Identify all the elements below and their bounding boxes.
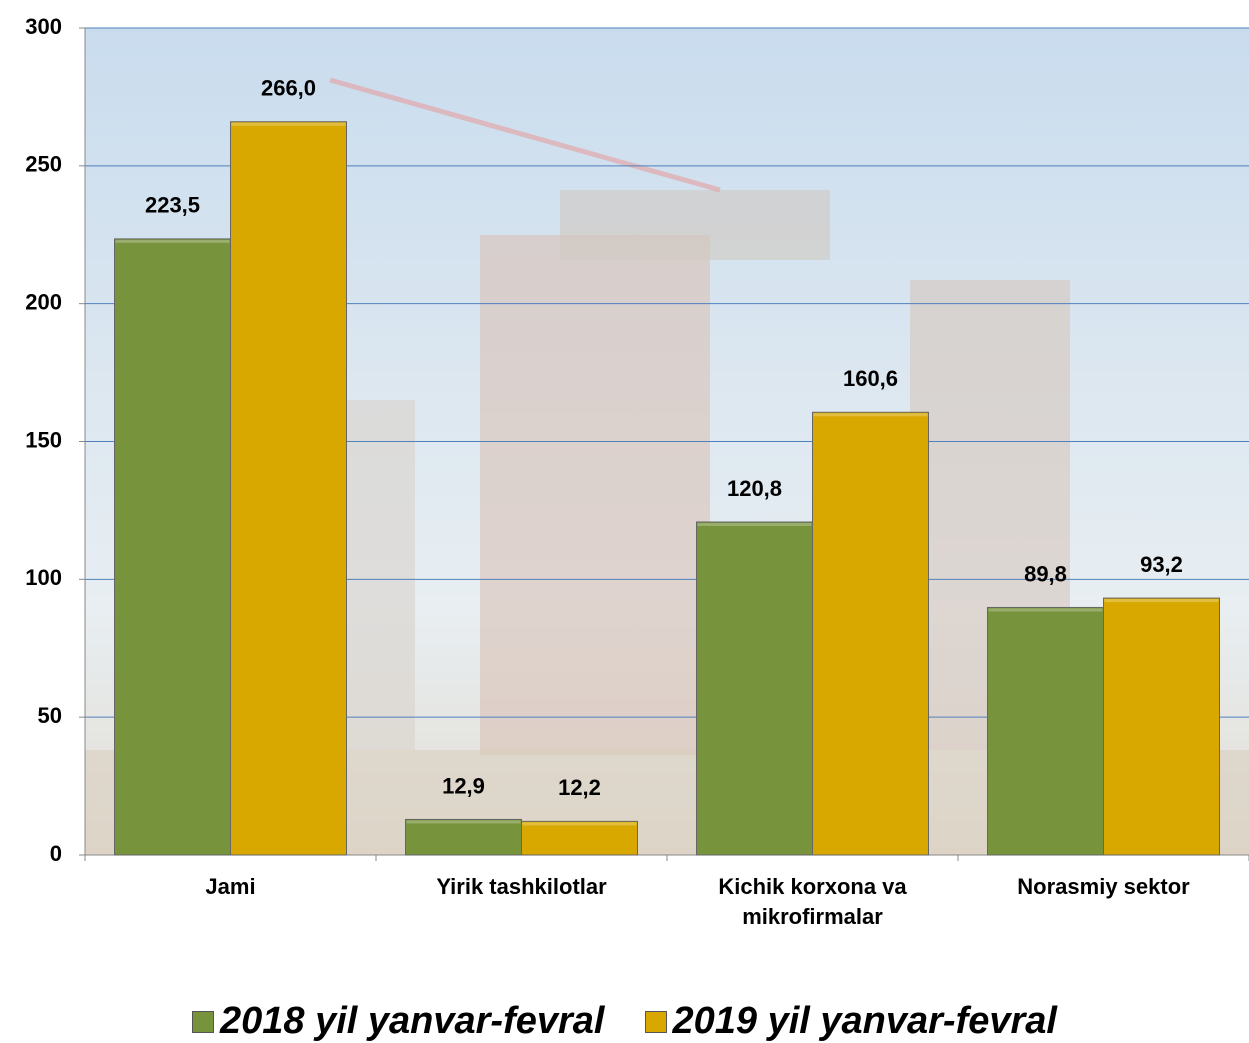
x-tick-label: Jami	[96, 872, 366, 902]
value-label: 12,9	[442, 773, 485, 798]
y-tick-label: 50	[38, 703, 62, 728]
bar	[813, 412, 929, 855]
value-label: 266,0	[261, 76, 316, 101]
legend-swatch	[645, 1011, 667, 1033]
bar-highlight	[232, 123, 346, 126]
value-label: 223,5	[145, 193, 200, 218]
building	[345, 400, 415, 750]
bar-highlight	[523, 822, 637, 825]
value-label: 89,8	[1024, 561, 1067, 586]
bar	[522, 821, 638, 855]
value-label: 12,2	[558, 775, 601, 800]
legend-item: 2019 yil yanvar-fevral	[645, 1000, 1058, 1043]
y-tick-label: 250	[25, 152, 62, 177]
bar-highlight	[814, 413, 928, 416]
y-tick-label: 0	[50, 841, 62, 866]
bar	[697, 522, 813, 855]
bar	[231, 122, 347, 855]
building	[560, 190, 830, 260]
y-tick-label: 150	[25, 427, 62, 452]
value-label: 120,8	[727, 476, 782, 501]
y-tick-label: 300	[25, 14, 62, 39]
legend: 2018 yil yanvar-fevral 2019 yil yanvar-fe…	[0, 1000, 1249, 1043]
bar-highlight	[116, 240, 230, 243]
bar-highlight	[1105, 599, 1219, 602]
x-tick-label: Yirik tashkilotlar	[387, 872, 657, 902]
bar	[115, 239, 231, 855]
bar-highlight	[407, 820, 521, 823]
bar	[988, 607, 1104, 855]
y-tick-label: 200	[25, 289, 62, 314]
legend-label: 2019 yil yanvar-fevral	[673, 1000, 1058, 1043]
chart: 0 50 100 150 200 250 300 223,5 266,0 12,9 12,2 120,…	[0, 0, 1249, 1043]
bar-highlight	[698, 523, 812, 526]
legend-item: 2018 yil yanvar-fevral	[192, 1000, 605, 1043]
value-label: 160,6	[843, 366, 898, 391]
y-tick-label: 100	[25, 565, 62, 590]
value-label: 93,2	[1140, 552, 1183, 577]
bar-highlight	[989, 608, 1103, 611]
x-tick-label: Kichik korxona va mikrofirmalar	[678, 872, 948, 932]
legend-label: 2018 yil yanvar-fevral	[220, 1000, 605, 1043]
x-tick-label: Norasmiy sektor	[969, 872, 1239, 902]
bar	[406, 819, 522, 855]
building	[480, 235, 710, 755]
legend-swatch	[192, 1011, 214, 1033]
bar	[1104, 598, 1220, 855]
